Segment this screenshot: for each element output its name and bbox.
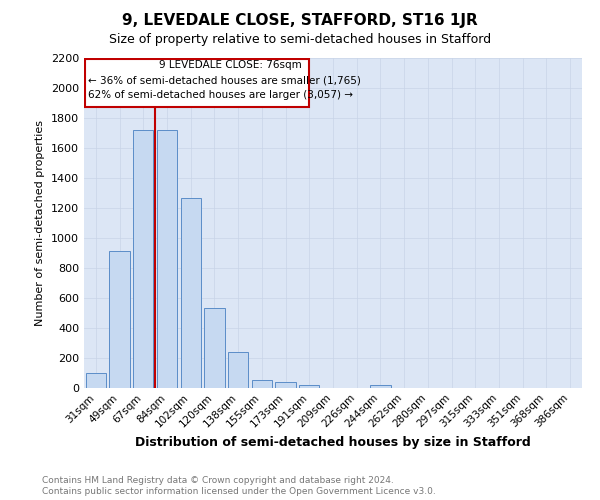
- Y-axis label: Number of semi-detached properties: Number of semi-detached properties: [35, 120, 46, 326]
- Text: Size of property relative to semi-detached houses in Stafford: Size of property relative to semi-detach…: [109, 32, 491, 46]
- Text: Contains public sector information licensed under the Open Government Licence v3: Contains public sector information licen…: [42, 487, 436, 496]
- Bar: [275, 382, 296, 388]
- Text: ← 36% of semi-detached houses are smaller (1,765): ← 36% of semi-detached houses are smalle…: [88, 76, 361, 86]
- Bar: [252, 380, 272, 388]
- Bar: [299, 384, 319, 388]
- Bar: [157, 130, 177, 388]
- Text: Contains HM Land Registry data © Crown copyright and database right 2024.: Contains HM Land Registry data © Crown c…: [42, 476, 394, 485]
- Text: 9 LEVEDALE CLOSE: 76sqm: 9 LEVEDALE CLOSE: 76sqm: [159, 60, 301, 70]
- Text: 62% of semi-detached houses are larger (3,057) →: 62% of semi-detached houses are larger (…: [88, 90, 353, 100]
- Bar: [109, 251, 130, 388]
- FancyBboxPatch shape: [85, 59, 309, 107]
- X-axis label: Distribution of semi-detached houses by size in Stafford: Distribution of semi-detached houses by …: [135, 436, 531, 449]
- Bar: [370, 384, 391, 388]
- Text: 9, LEVEDALE CLOSE, STAFFORD, ST16 1JR: 9, LEVEDALE CLOSE, STAFFORD, ST16 1JR: [122, 12, 478, 28]
- Bar: [86, 373, 106, 388]
- Bar: [205, 308, 224, 388]
- Bar: [133, 130, 154, 388]
- Bar: [228, 352, 248, 388]
- Bar: [181, 198, 201, 388]
